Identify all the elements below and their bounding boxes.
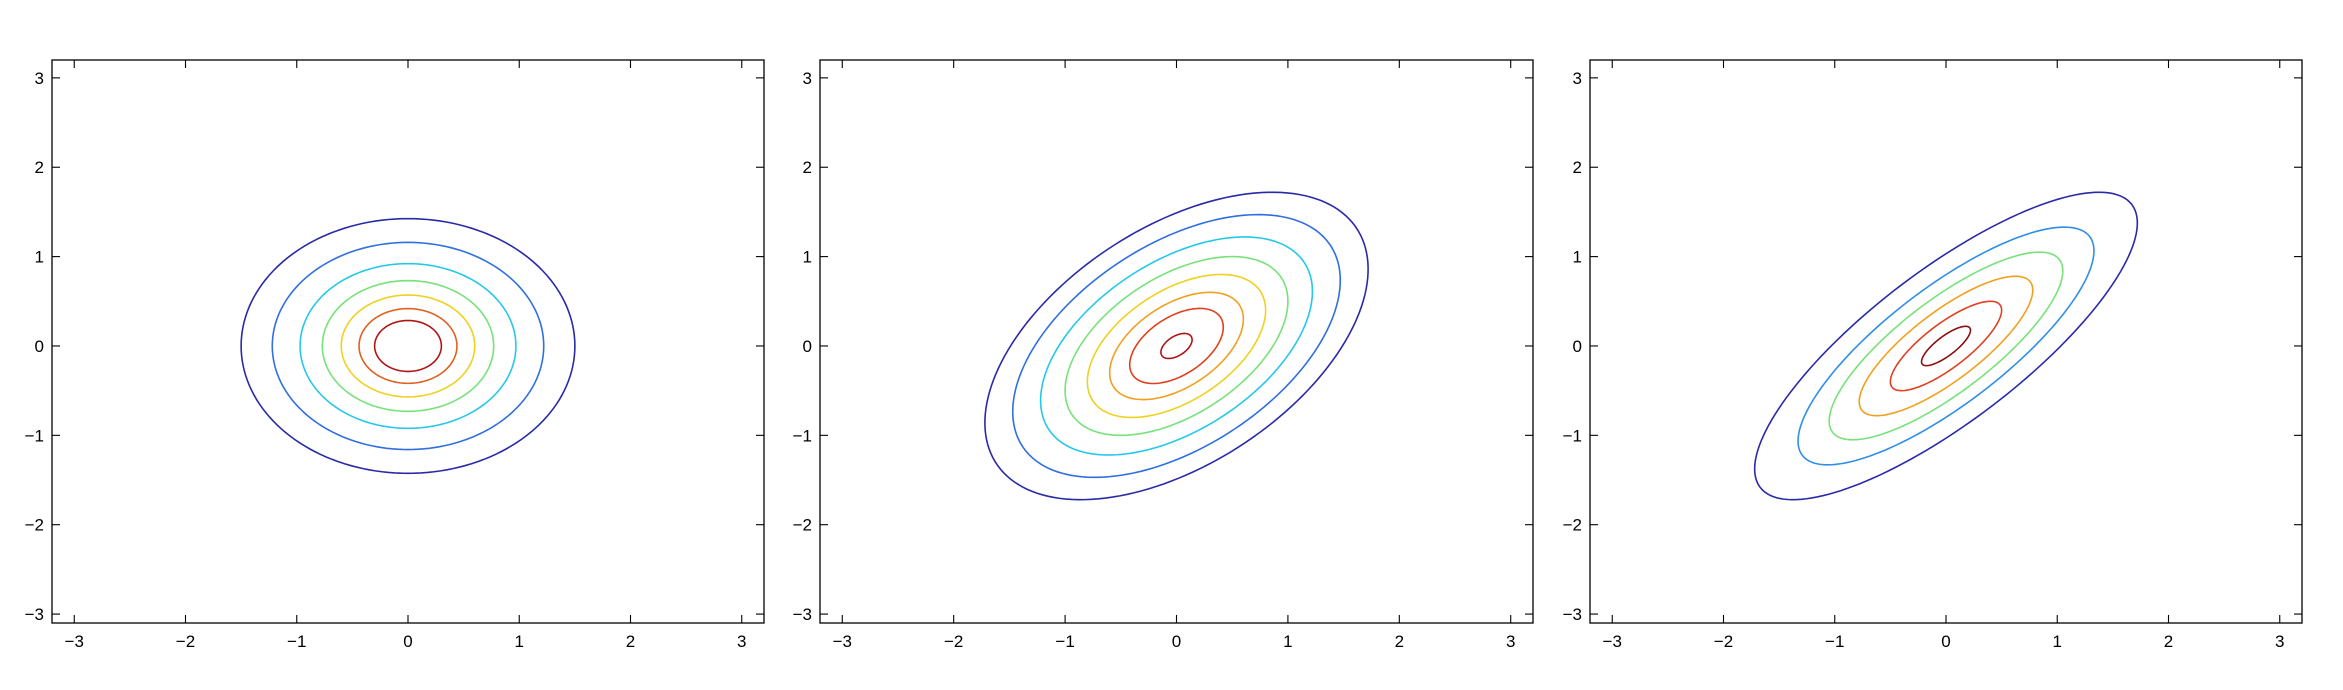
contour-level-5 (1086, 273, 1267, 419)
plot-area (819, 59, 1534, 624)
y-tick-label: −3 (1563, 605, 1582, 624)
x-tick-label: −3 (65, 632, 84, 651)
x-tick-label: −2 (944, 632, 963, 651)
x-tick-label: 0 (1172, 632, 1181, 651)
contour-level-4 (1064, 255, 1289, 437)
x-tick-label: −3 (1603, 632, 1622, 651)
y-tick-label: 2 (35, 158, 44, 177)
x-tick-label: −1 (1055, 632, 1074, 651)
y-tick-label: 3 (803, 69, 812, 88)
x-tick-label: −1 (1825, 632, 1844, 651)
y-tick-label: 0 (803, 337, 812, 356)
plot-area (51, 59, 765, 624)
contour-level-2 (1797, 226, 2095, 466)
x-tick-label: 2 (2164, 632, 2173, 651)
y-tick-label: 0 (35, 337, 44, 356)
panel-2: −3 −2 −1 0 1 2 3 −3 −2 −1 0 1 2 3 (793, 59, 1534, 651)
x-tick-label: 1 (1283, 632, 1292, 651)
panel-3: −3 −2 −1 0 1 2 3 −3 −2 −1 0 1 2 3 (1563, 59, 2303, 651)
x-tick-label: 0 (403, 632, 412, 651)
x-tick-label: 0 (1941, 632, 1950, 651)
x-tick-label: 2 (626, 632, 635, 651)
y-tick-label: 1 (803, 248, 812, 267)
y-tick-label: −2 (1563, 516, 1582, 535)
y-tick-label: 3 (35, 69, 44, 88)
contour-level-2 (1011, 213, 1342, 479)
y-tick-label: 2 (803, 158, 812, 177)
panel-1: −3 −2 −1 0 1 2 3 −3 −2 −1 0 1 2 3 (25, 59, 765, 651)
x-tick-label: 1 (2053, 632, 2062, 651)
y-tick-label: −1 (25, 426, 44, 445)
contour-level-1 (984, 191, 1369, 501)
y-tick-label: −2 (25, 516, 44, 535)
y-tick-label: 1 (35, 248, 44, 267)
x-tick-label: 3 (1506, 632, 1515, 651)
y-tick-label: 0 (1573, 337, 1582, 356)
contour-level-4 (1858, 275, 2034, 417)
x-tick-label: 3 (2275, 632, 2284, 651)
contour-level-6 (1108, 291, 1245, 401)
x-tick-label: −2 (1714, 632, 1733, 651)
x-tick-label: −2 (176, 632, 195, 651)
y-tick-label: −1 (1563, 426, 1582, 445)
contour-level-7 (1128, 307, 1225, 385)
y-tick-label: −1 (793, 426, 812, 445)
contour-level-2 (271, 241, 545, 451)
contour-level-1 (1753, 191, 2139, 501)
contour-level-6 (1920, 325, 1972, 367)
contour-level-3 (1828, 251, 2064, 441)
x-tick-label: −1 (287, 632, 306, 651)
contour-level-6 (358, 307, 458, 385)
x-tick-label: −3 (833, 632, 852, 651)
contour-level-7 (373, 319, 443, 373)
contour-level-3 (299, 262, 517, 430)
y-tick-label: −3 (793, 605, 812, 624)
x-tick-label: 3 (737, 632, 746, 651)
y-tick-label: 1 (1573, 248, 1582, 267)
contour-level-1 (240, 217, 576, 475)
x-tick-label: 2 (1395, 632, 1404, 651)
plot-area (1589, 59, 2303, 624)
contour-level-4 (321, 279, 495, 413)
contour-level-8 (1160, 332, 1193, 360)
y-tick-label: −3 (25, 605, 44, 624)
contour-level-5 (340, 294, 476, 398)
y-tick-label: 2 (1573, 158, 1582, 177)
x-tick-label: 1 (515, 632, 524, 651)
contour-level-5 (1889, 300, 2003, 392)
contour-level-3 (1039, 236, 1314, 456)
y-tick-label: 3 (1573, 69, 1582, 88)
y-tick-label: −2 (793, 516, 812, 535)
